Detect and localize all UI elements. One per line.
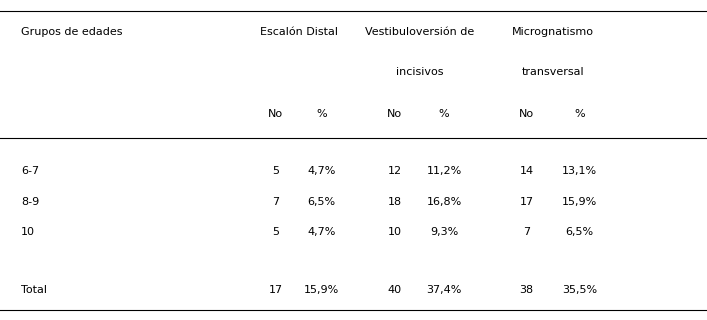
Text: 13,1%: 13,1% (562, 166, 597, 176)
Text: 38: 38 (520, 284, 534, 295)
Text: 10: 10 (21, 227, 35, 237)
Text: 40: 40 (387, 284, 402, 295)
Text: Micrognatismo: Micrognatismo (513, 27, 594, 37)
Text: 6-7: 6-7 (21, 166, 40, 176)
Text: incisivos: incisivos (395, 67, 443, 77)
Text: Vestibuloversión de: Vestibuloversión de (365, 27, 474, 37)
Text: 8-9: 8-9 (21, 196, 40, 207)
Text: 16,8%: 16,8% (426, 196, 462, 207)
Text: 7: 7 (272, 196, 279, 207)
Text: Grupos de edades: Grupos de edades (21, 27, 123, 37)
Text: No: No (268, 108, 284, 119)
Text: Total: Total (21, 284, 47, 295)
Text: 4,7%: 4,7% (308, 166, 336, 176)
Text: 15,9%: 15,9% (562, 196, 597, 207)
Text: No: No (519, 108, 534, 119)
Text: 37,4%: 37,4% (426, 284, 462, 295)
Text: 11,2%: 11,2% (426, 166, 462, 176)
Text: Escalón Distal: Escalón Distal (259, 27, 338, 37)
Text: 12: 12 (387, 166, 402, 176)
Text: transversal: transversal (522, 67, 585, 77)
Text: 9,3%: 9,3% (430, 227, 458, 237)
Text: 18: 18 (387, 196, 402, 207)
Text: %: % (316, 108, 327, 119)
Text: %: % (438, 108, 450, 119)
Text: 10: 10 (387, 227, 402, 237)
Text: 17: 17 (520, 196, 534, 207)
Text: 35,5%: 35,5% (562, 284, 597, 295)
Text: 4,7%: 4,7% (308, 227, 336, 237)
Text: 5: 5 (272, 166, 279, 176)
Text: 5: 5 (272, 227, 279, 237)
Text: 6,5%: 6,5% (566, 227, 594, 237)
Text: %: % (574, 108, 585, 119)
Text: 17: 17 (269, 284, 283, 295)
Text: 15,9%: 15,9% (304, 284, 339, 295)
Text: 14: 14 (520, 166, 534, 176)
Text: 6,5%: 6,5% (308, 196, 336, 207)
Text: No: No (387, 108, 402, 119)
Text: 7: 7 (523, 227, 530, 237)
